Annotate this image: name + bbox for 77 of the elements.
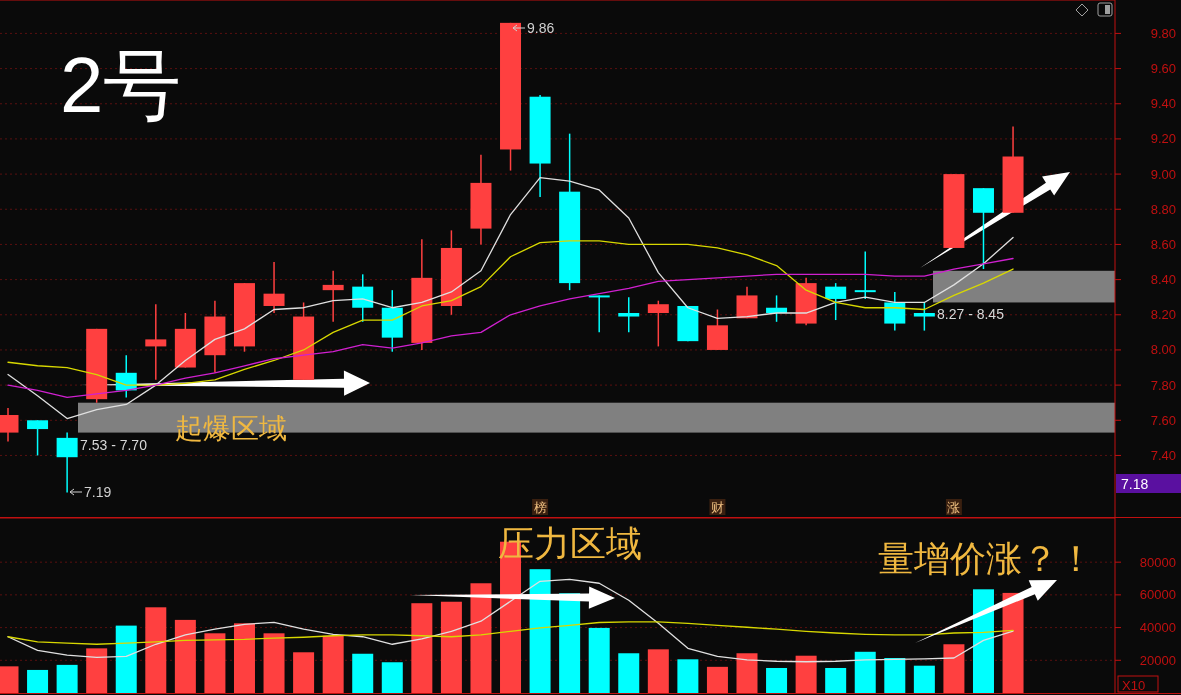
bar [854,651,876,693]
bar [411,603,433,693]
bar [884,658,906,693]
text: 2号 [60,41,182,129]
candlestick [263,261,285,314]
candlestick [736,285,758,320]
y-tick-label: 20000 [1139,652,1176,668]
y-tick-label: 8.80 [1150,201,1176,217]
y-tick-label: 9.40 [1150,96,1176,112]
y-tick-label: 8.60 [1150,236,1176,252]
candlestick [352,273,374,323]
text: X10 [1122,678,1146,693]
candlestick [825,282,847,321]
candlestick [27,419,49,457]
bar [647,649,669,693]
bar [825,667,847,693]
x-tick-label: 财 [710,500,724,515]
y-tick-label: 9.80 [1150,25,1176,41]
y-tick-label: 9.20 [1150,131,1176,147]
bar [204,633,226,693]
bar [27,669,49,693]
line-series [7,257,1014,399]
annotation: 9.86 [527,19,555,36]
bar [174,619,196,693]
bar [263,633,285,693]
y-tick-label: 8.00 [1150,342,1176,358]
candlestick [145,303,167,381]
y-tick-label: 60000 [1139,587,1176,603]
bar [322,635,344,693]
bar [913,665,935,693]
bar [352,653,374,693]
bar [440,601,462,693]
bar [766,667,788,693]
candlestick [322,270,344,323]
text: 7.18 [1121,475,1149,492]
x-tick-label: 涨 [947,500,961,515]
bar [972,589,994,693]
y-tick-label: 7.60 [1150,412,1176,428]
bar [115,625,137,693]
y-tick-label: 7.40 [1150,448,1176,463]
y-tick-label: 40000 [1139,620,1176,636]
line-series [7,621,1014,645]
bar [559,593,581,693]
candlestick [854,250,876,300]
y-tick-label: 8.20 [1150,307,1176,323]
candlestick [588,294,610,334]
bar [529,569,551,693]
bar [795,655,817,693]
bar [943,644,965,693]
y-tick-label: 80000 [1139,554,1176,570]
bar [736,653,758,693]
candlestick [884,291,906,332]
bar [470,583,492,693]
bar [56,664,78,693]
bar [145,607,167,693]
y-tick-label: 8.40 [1150,272,1176,288]
bar [677,659,699,693]
x-tick-label: 榜 [533,500,547,515]
annotation: 7.19 [84,483,112,500]
band-label: 8.27 - 8.45 [937,306,1005,323]
y-tick-label: 9.60 [1150,61,1176,77]
bar [1002,592,1024,693]
bar [588,627,610,693]
y-tick-label: 7.80 [1150,377,1176,393]
band-label: 7.53 - 7.70 [80,436,148,453]
candlestick [647,299,669,348]
candlestick [913,301,935,332]
bar [706,666,728,693]
bar [618,653,640,693]
candlestick [618,296,640,334]
bar [381,662,403,693]
bar [233,623,255,693]
line-series [7,578,1014,663]
bar [86,648,108,693]
bar [293,652,315,693]
y-tick-label: 9.00 [1150,166,1176,182]
annotation: 量增价涨？！ [878,538,1094,579]
